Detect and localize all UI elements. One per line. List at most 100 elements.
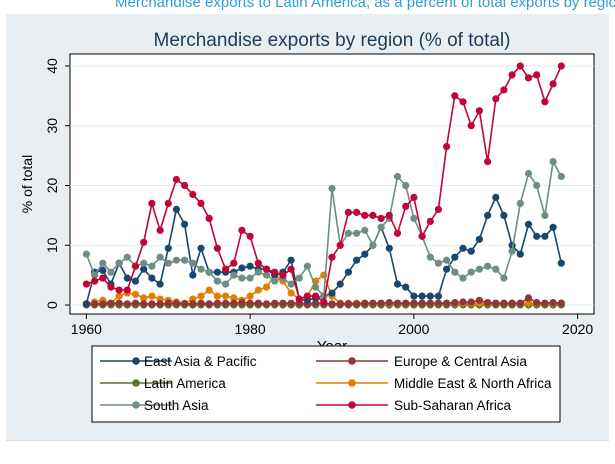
data-point	[467, 268, 475, 276]
data-point	[369, 299, 377, 307]
data-point	[353, 229, 361, 237]
data-point	[312, 299, 320, 307]
data-point	[492, 95, 500, 103]
data-point	[557, 172, 565, 181]
data-point	[459, 298, 467, 306]
data-point	[99, 259, 107, 267]
legend-marker	[132, 357, 140, 365]
data-point	[508, 247, 516, 255]
data-point	[541, 299, 549, 307]
data-point	[181, 256, 189, 264]
data-point	[115, 286, 123, 294]
data-point	[516, 199, 524, 207]
data-point	[189, 259, 197, 267]
legend-marker	[132, 401, 140, 409]
data-point	[262, 300, 271, 308]
data-point	[443, 143, 451, 151]
data-point	[524, 74, 533, 82]
data-point	[197, 299, 205, 307]
data-point	[254, 286, 262, 294]
data-point	[361, 299, 369, 307]
data-point	[393, 172, 402, 181]
data-point	[549, 299, 557, 307]
data-point	[393, 280, 402, 288]
data-point	[533, 299, 541, 307]
data-point	[467, 298, 475, 306]
data-point	[434, 205, 442, 213]
data-point	[402, 299, 410, 307]
data-point	[82, 250, 90, 258]
data-point	[426, 253, 434, 261]
data-point	[205, 268, 213, 276]
data-point	[426, 299, 434, 307]
data-point	[320, 298, 328, 306]
data-point	[246, 292, 254, 300]
data-point	[99, 300, 107, 308]
data-point	[402, 181, 410, 190]
data-point	[91, 271, 99, 279]
data-point	[369, 241, 377, 249]
data-point	[492, 299, 500, 307]
data-point	[172, 299, 180, 307]
data-point	[443, 265, 451, 273]
data-point	[205, 214, 213, 222]
data-point	[131, 262, 140, 270]
y-tick-label: 20	[44, 177, 60, 193]
data-point	[475, 235, 483, 243]
data-point	[533, 71, 541, 79]
data-point	[508, 299, 516, 307]
data-point	[140, 300, 148, 308]
legend-key	[316, 379, 388, 387]
data-point	[131, 277, 140, 285]
data-point	[500, 274, 508, 282]
data-point	[402, 202, 410, 210]
legend-label: South Asia	[144, 398, 209, 413]
data-point	[91, 300, 99, 308]
data-point	[344, 300, 352, 308]
data-point	[385, 244, 393, 252]
data-point	[246, 262, 254, 270]
data-point	[295, 274, 303, 282]
data-point	[230, 294, 238, 302]
legend-marker	[348, 357, 356, 365]
data-point	[328, 184, 336, 193]
data-point	[410, 292, 418, 300]
data-point	[541, 211, 549, 219]
data-point	[123, 253, 131, 261]
data-point	[172, 175, 180, 184]
data-point	[148, 300, 156, 308]
data-point	[549, 158, 557, 166]
data-point	[426, 292, 434, 300]
legend-box	[91, 345, 561, 423]
data-point	[418, 292, 426, 300]
data-point	[82, 300, 90, 308]
legend-key	[100, 401, 172, 409]
data-point	[508, 71, 516, 79]
legend-marker	[348, 401, 356, 409]
data-point	[115, 292, 123, 300]
data-point	[181, 220, 189, 228]
data-point	[246, 274, 254, 282]
data-point	[123, 274, 131, 282]
legend-key	[316, 357, 388, 365]
legend-marker	[348, 379, 356, 387]
data-point	[172, 205, 180, 213]
data-point	[377, 299, 385, 307]
data-point	[287, 256, 295, 264]
data-point	[254, 259, 262, 267]
data-point	[475, 296, 483, 304]
legend-marker	[132, 379, 140, 387]
data-point	[377, 223, 385, 231]
figure-caption: Merchandise exports to Latin America, as…	[115, 0, 615, 11]
data-point	[541, 98, 549, 106]
y-axis-label: % of total	[19, 155, 35, 213]
data-point	[426, 217, 434, 225]
data-point	[91, 277, 99, 285]
data-point	[524, 299, 533, 307]
data-point	[303, 262, 311, 270]
data-point	[451, 299, 459, 307]
data-point	[533, 181, 541, 190]
data-point	[467, 122, 475, 130]
data-point	[222, 292, 230, 300]
data-point	[484, 299, 492, 307]
